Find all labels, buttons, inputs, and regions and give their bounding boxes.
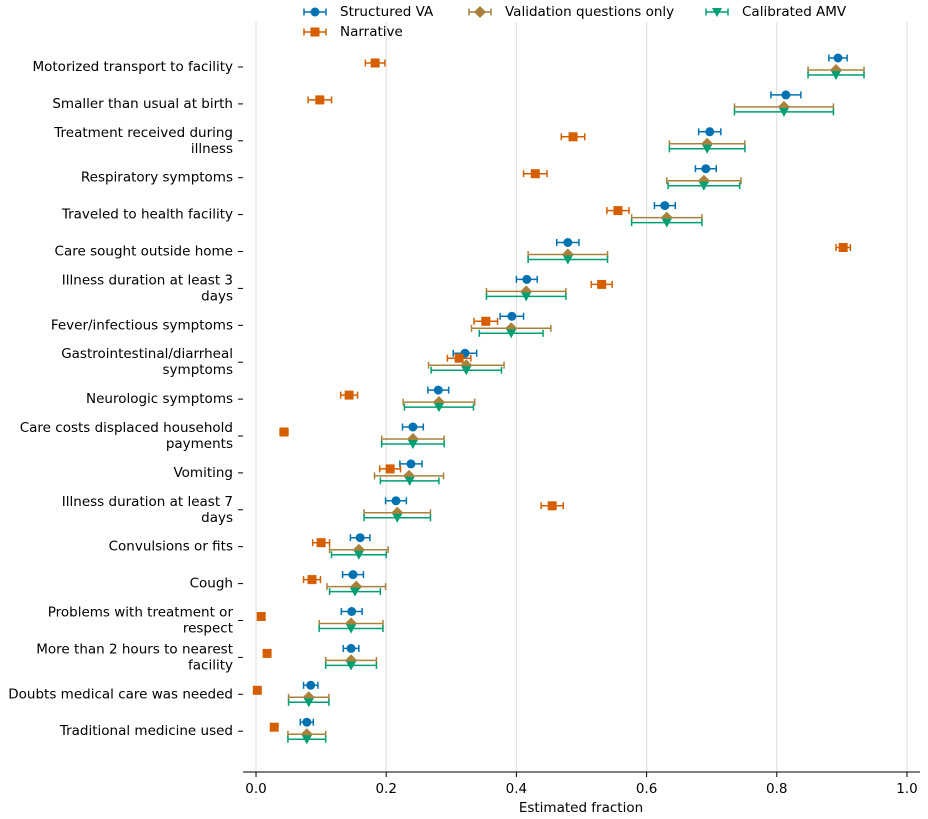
marker — [315, 95, 325, 105]
marker — [563, 238, 573, 247]
legend-label: Validation questions only — [505, 4, 674, 20]
marker — [660, 201, 670, 211]
y-tick-label: Gastrointestinal/diarrheal symptoms — [61, 346, 233, 378]
marker — [530, 169, 540, 179]
marker — [349, 587, 360, 597]
marker — [522, 274, 532, 284]
y-tick-label: Illness duration at least 7 days — [62, 494, 233, 526]
marker — [454, 353, 464, 363]
marker — [303, 698, 314, 708]
marker — [568, 132, 578, 142]
y-tick-label: Traditional medicine used — [59, 723, 233, 739]
y-tick-label: Convulsions or fits — [109, 539, 233, 555]
marker — [346, 624, 357, 634]
y-tick-label: Vomiting — [173, 465, 233, 481]
marker — [385, 464, 395, 474]
marker — [346, 661, 357, 671]
marker — [252, 685, 262, 695]
y-tick-label: Care sought outside home — [55, 244, 233, 260]
legend-label: Narrative — [340, 24, 403, 40]
marker — [461, 366, 472, 376]
x-tick-label: 1.0 — [896, 781, 917, 797]
y-tick-label: Fever/infectious symptoms — [51, 317, 233, 333]
y-tick-label: Traveled to health facility — [61, 207, 233, 223]
y-tick-label: More than 2 hours to nearest facility — [36, 641, 233, 673]
marker — [698, 181, 709, 191]
marker — [310, 7, 320, 17]
y-tick-label: Doubts medical care was needed — [8, 686, 233, 702]
y-tick-label: Smaller than usual at birth — [52, 96, 233, 112]
marker — [256, 612, 266, 621]
marker — [307, 575, 317, 585]
marker — [562, 255, 573, 265]
x-tick-label: 0.2 — [375, 781, 396, 797]
marker — [370, 58, 380, 68]
y-tick-label: Motorized transport to facility — [32, 59, 233, 75]
marker — [613, 206, 623, 216]
marker — [547, 501, 557, 511]
marker — [347, 607, 357, 616]
y-tick-label: Problems with treatment or respect — [48, 605, 234, 637]
marker — [392, 513, 403, 523]
marker — [348, 570, 358, 580]
y-tick-label: Illness duration at least 3 days — [62, 272, 233, 304]
marker — [353, 550, 364, 560]
marker — [262, 648, 272, 658]
marker — [521, 292, 532, 302]
marker — [833, 53, 843, 63]
marker — [506, 329, 517, 339]
y-tick-label: Neurologic symptoms — [86, 391, 233, 407]
marker — [838, 243, 848, 252]
marker — [306, 680, 316, 690]
x-tick-label: 0.4 — [506, 781, 527, 797]
marker — [406, 459, 416, 469]
x-axis-label: Estimated fraction — [519, 800, 643, 816]
marker — [316, 538, 326, 548]
legend-label: Structured VA — [340, 4, 434, 20]
marker — [474, 6, 486, 18]
marker — [701, 164, 711, 174]
x-tick-label: 0.8 — [766, 781, 787, 797]
marker — [355, 533, 365, 543]
marker — [279, 427, 289, 437]
marker — [778, 107, 789, 117]
marker — [310, 27, 320, 37]
marker — [407, 440, 418, 449]
marker — [705, 127, 715, 137]
marker — [661, 218, 672, 228]
y-tick-label: Respiratory symptoms — [81, 170, 233, 186]
marker — [702, 144, 713, 154]
y-tick-label: Care costs displaced household payments — [20, 420, 233, 452]
marker — [269, 722, 279, 732]
y-tick-label: Treatment received during illness — [53, 125, 233, 157]
x-tick-label: 0.6 — [636, 781, 657, 797]
marker — [391, 496, 401, 506]
y-tick-label: Cough — [190, 576, 233, 592]
marker — [507, 311, 517, 321]
marker — [781, 90, 791, 100]
marker — [302, 717, 312, 727]
marker — [481, 316, 491, 326]
marker — [408, 422, 418, 432]
marker — [433, 403, 444, 413]
marker — [344, 390, 354, 400]
marker — [301, 735, 312, 745]
marker — [597, 279, 607, 289]
marker — [433, 385, 443, 395]
legend-label: Calibrated AMV — [742, 4, 847, 20]
x-tick-label: 0.0 — [245, 781, 266, 797]
marker — [346, 643, 356, 653]
marker — [712, 8, 722, 17]
marker — [831, 71, 842, 80]
marker — [404, 476, 415, 486]
